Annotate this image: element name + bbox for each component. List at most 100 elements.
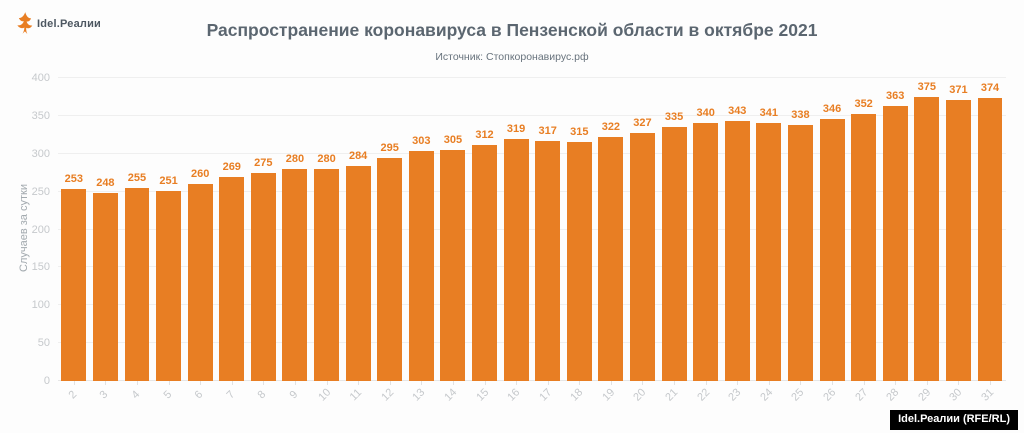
bar-slot: 305 14 — [437, 78, 469, 404]
x-tick-label: 7 — [224, 388, 238, 402]
y-tick-label: 50 — [37, 337, 50, 350]
bar-value-label: 340 — [696, 107, 715, 120]
logo-text: Idel.Реалии — [37, 17, 102, 30]
x-tick-mark — [958, 381, 960, 385]
bar-value-label: 363 — [886, 90, 905, 103]
x-tick-mark — [168, 381, 170, 385]
bar-day-24: 341 — [756, 107, 782, 381]
x-tick-mark — [516, 381, 518, 385]
bar-value-label: 322 — [601, 121, 621, 134]
bars-container: 253 2 248 3 255 4 251 5 260 6 269 7 275 8 280 9 280 10 284… — [58, 78, 1006, 404]
x-tick-mark — [768, 381, 770, 385]
x-tick-mark — [579, 381, 581, 385]
bar-value-label: 341 — [759, 106, 779, 119]
bar-day-29: 375 — [914, 81, 940, 381]
y-tick-label: 400 — [31, 72, 50, 84]
x-tick-mark — [263, 381, 265, 385]
bar-value-label: 295 — [380, 141, 399, 154]
credit-badge: Idel.Реалии (RFE/RL) — [890, 409, 1018, 430]
x-tick-label: 19 — [600, 386, 618, 404]
bar-value-label: 327 — [633, 117, 652, 130]
bar-day-2: 253 — [61, 173, 87, 381]
x-tick-mark — [73, 381, 75, 385]
chart-subtitle: Источник: Стопкоронавирус.рф — [435, 51, 589, 63]
bar-value-label: 280 — [317, 152, 336, 165]
bar-slot: 275 8 — [248, 78, 280, 401]
x-tick-mark — [990, 381, 992, 385]
bar-day-28: 363 — [882, 90, 908, 381]
bar-day-4: 255 — [124, 172, 150, 381]
x-tick-mark — [642, 381, 644, 385]
bar-day-18: 315 — [566, 126, 592, 381]
bar-value-label: 255 — [127, 171, 147, 184]
bar-slot: 374 31 — [974, 78, 1006, 404]
x-tick-label: 4 — [129, 388, 143, 402]
x-tick-label: 5 — [161, 388, 174, 402]
x-tick-label: 18 — [568, 386, 586, 404]
x-tick-label: 25 — [789, 386, 807, 404]
gridline — [58, 228, 1006, 230]
bar-slot: 346 26 — [816, 78, 848, 404]
bar-slot: 327 20 — [627, 78, 659, 404]
x-tick-label: 26 — [821, 386, 839, 404]
bar-day-10: 280 — [314, 153, 340, 381]
bar-slot: 284 11 — [342, 78, 374, 403]
firebird-icon — [17, 12, 33, 34]
bar-day-3: 248 — [92, 177, 118, 381]
x-tick-mark — [800, 381, 802, 385]
x-tick-label: 15 — [473, 386, 491, 404]
x-tick-label: 21 — [663, 386, 681, 404]
bar-slot: 253 2 — [58, 78, 90, 401]
bar-day-30: 371 — [945, 84, 971, 381]
gridline — [58, 77, 1006, 78]
x-tick-label: 12 — [378, 386, 397, 404]
x-tick-label: 11 — [347, 386, 365, 404]
bar-value-label: 280 — [285, 152, 305, 165]
x-tick-mark — [484, 381, 486, 385]
x-tick-label: 28 — [884, 386, 902, 404]
bar-day-16: 319 — [503, 123, 529, 381]
x-tick-label: 14 — [442, 386, 460, 404]
bar-day-25: 338 — [787, 109, 813, 381]
bar-value-label: 343 — [728, 105, 747, 118]
x-tick-mark — [737, 381, 739, 385]
bar-value-label: 315 — [570, 126, 589, 139]
bar-day-27: 352 — [851, 98, 877, 381]
x-tick-label: 10 — [315, 386, 333, 404]
y-tick-label: 200 — [31, 223, 50, 236]
bar-day-23: 343 — [724, 105, 750, 381]
bar-value-label: 284 — [348, 149, 368, 162]
bar-slot: 371 30 — [943, 78, 975, 404]
logo: Idel.Реалии — [16, 11, 101, 36]
bar-value-label: 253 — [64, 173, 83, 186]
bar-day-22: 340 — [693, 107, 719, 381]
bar-slot: 375 29 — [911, 78, 943, 404]
bar-day-19: 322 — [598, 121, 624, 381]
bar-slot: 269 7 — [216, 78, 248, 401]
bar-value-label: 269 — [222, 161, 241, 174]
x-tick-mark — [547, 381, 549, 385]
bar-value-label: 335 — [664, 111, 684, 124]
bar-slot: 280 10 — [311, 78, 343, 404]
x-tick-label: 6 — [192, 388, 206, 402]
bar-slot: 335 21 — [658, 78, 690, 404]
x-tick-mark — [358, 381, 360, 385]
bar-day-6: 260 — [187, 168, 213, 381]
bar-day-13: 303 — [408, 135, 434, 381]
bar-value-label: 319 — [506, 123, 526, 136]
bar-day-7: 269 — [219, 161, 245, 381]
y-tick-label: 300 — [31, 147, 50, 160]
x-tick-mark — [832, 381, 834, 385]
x-tick-mark — [674, 381, 676, 385]
bar-slot: 343 23 — [721, 78, 753, 404]
bar-day-17: 317 — [535, 125, 561, 381]
x-tick-mark — [200, 381, 202, 385]
x-tick-mark — [326, 381, 328, 385]
x-tick-label: 3 — [97, 388, 111, 402]
bar-day-8: 275 — [250, 157, 276, 381]
bar-value-label: 371 — [949, 83, 968, 96]
x-tick-label: 30 — [947, 386, 965, 404]
bar-slot: 340 22 — [690, 78, 722, 404]
x-tick-label: 22 — [694, 386, 713, 404]
bar-day-15: 312 — [472, 129, 497, 381]
